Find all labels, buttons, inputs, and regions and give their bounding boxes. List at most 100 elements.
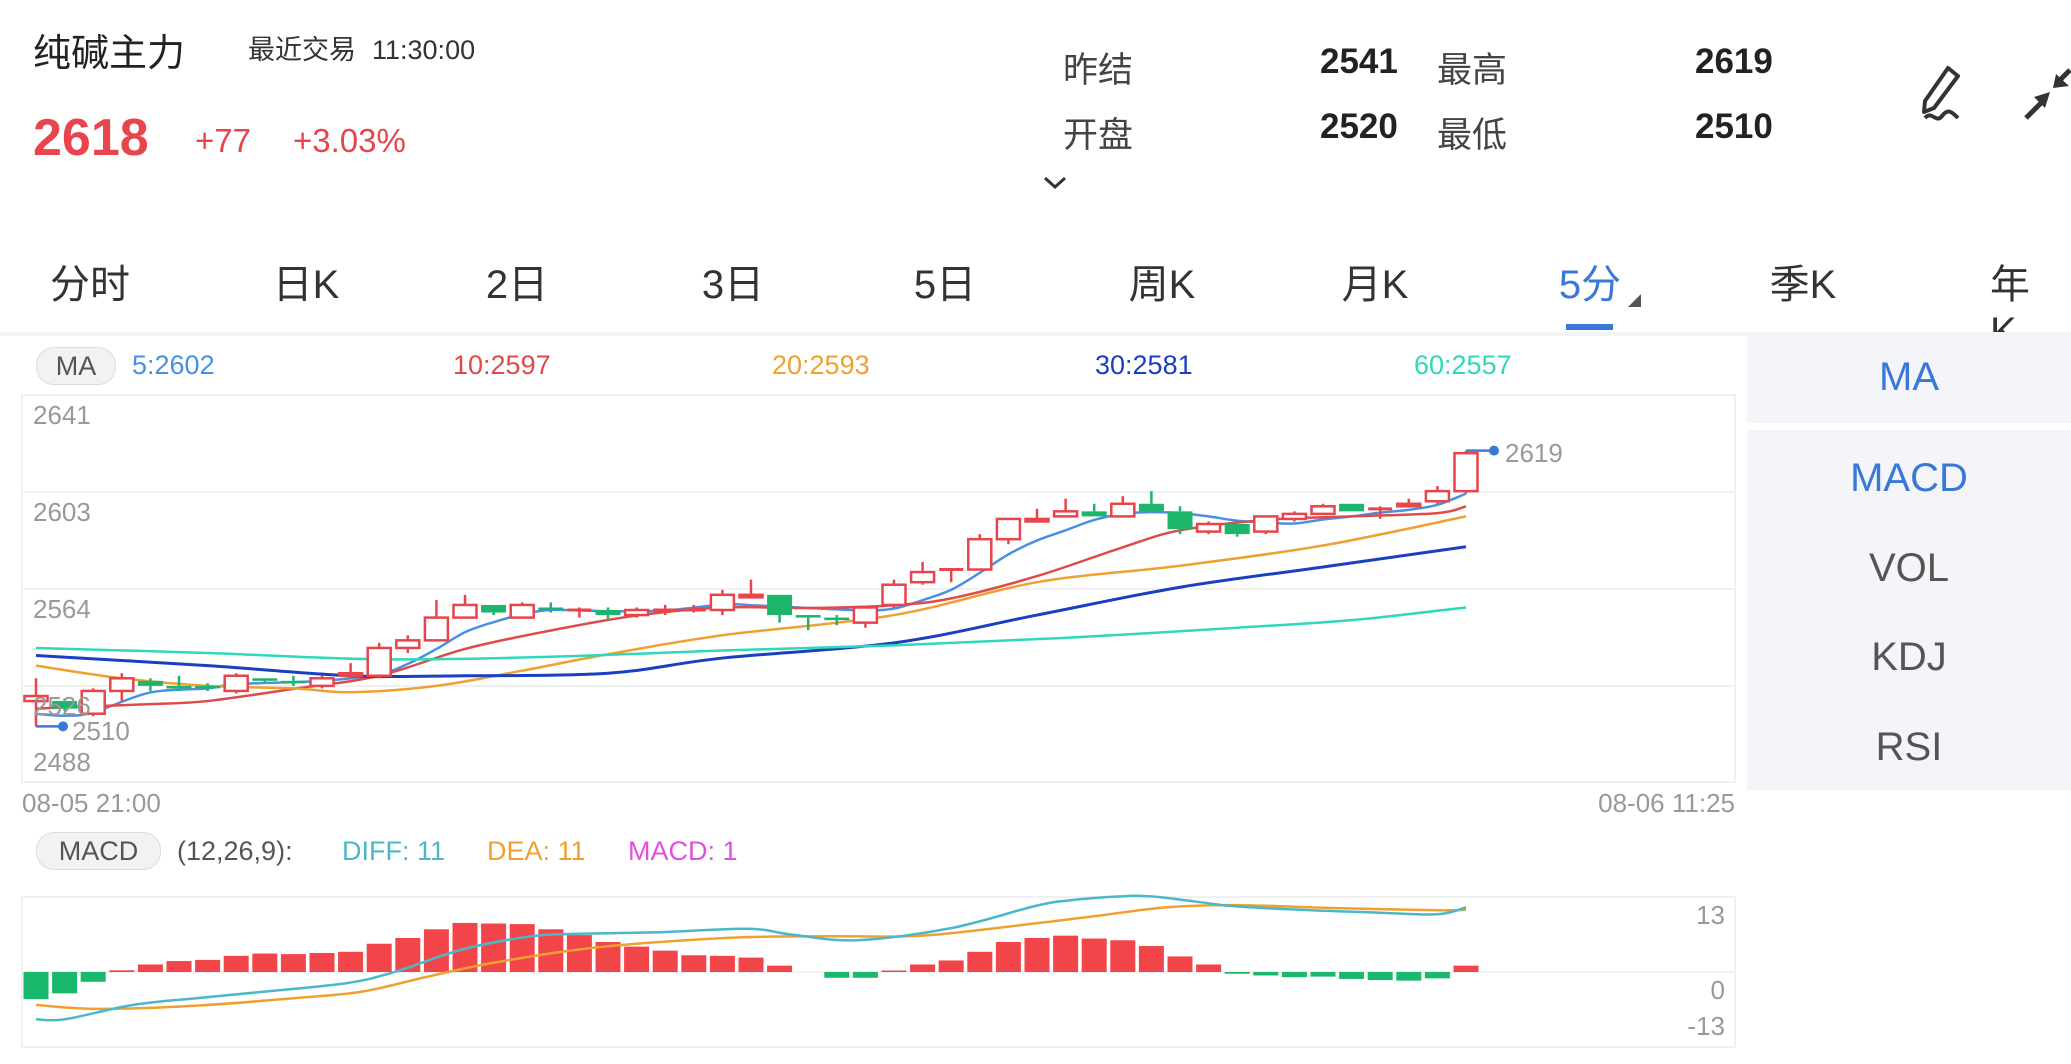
candle [109,673,135,702]
macd-bar [824,972,850,978]
tab-fenshi[interactable]: 分时 [50,263,130,307]
macd-bar [1053,935,1079,972]
pen-draw-icon[interactable] [1912,62,1976,126]
candle-body [252,678,278,681]
macd-indicator-pill[interactable]: MACD [36,832,161,870]
price-change: +77 [195,122,251,159]
macd-bar [1253,972,1279,976]
candle-body [1453,451,1479,493]
macd-bar [1196,964,1222,972]
macd-bar [1024,937,1050,972]
tab-weekly-k[interactable]: 周K [1128,263,1196,307]
side-rsi[interactable]: RSI [1875,725,1943,769]
ma-indicator-pill[interactable]: MA [36,347,116,385]
macd-bar [1281,972,1307,978]
macd-bar [1424,972,1450,979]
candle [909,561,936,585]
ma20-value: 20:2593 [772,350,870,380]
contract-title: 纯碱主力 [33,33,186,75]
candle [80,688,106,717]
candle-body [1281,512,1308,521]
candlestick-chart[interactable] [0,380,1740,790]
side-macd[interactable]: MACD [1850,456,1968,500]
macd-bar [652,950,678,972]
candle [1281,511,1308,522]
candle-body [366,646,392,678]
candle [881,579,907,608]
candle-body [767,594,793,616]
tab-monthly-k[interactable]: 月K [1341,263,1409,307]
candle [137,678,163,691]
candle-body [223,674,249,693]
candle [1052,498,1079,518]
candle-body [1110,502,1136,518]
candle-body [995,517,1022,541]
side-kdj[interactable]: KDJ [1871,635,1947,679]
side-vol[interactable]: VOL [1868,546,1950,590]
candle [395,635,421,653]
y-tick-label: 2526 [33,691,91,721]
candle [166,675,192,691]
candle [1224,524,1250,537]
candle [337,663,364,679]
candle [1253,515,1279,535]
candle [1396,498,1422,508]
candle-body [452,603,478,619]
candle [824,615,850,626]
candle [1453,450,1479,494]
dropdown-triangle-icon[interactable] [1628,294,1641,307]
candle [538,602,564,613]
candle-body [738,593,764,599]
last-trade: 最近交易 11:30:00 [248,28,491,67]
candle-body [538,607,564,610]
macd-bar [195,959,221,972]
candle-body [481,604,507,613]
candle [738,579,764,599]
candle-body [881,583,907,607]
macd-chart[interactable] [0,890,1740,1055]
side-panel-ma[interactable]: MA [1747,335,2071,423]
tab-daily-k[interactable]: 日K [272,263,340,307]
candle [481,604,507,616]
collapse-arrows-icon[interactable] [2020,64,2071,124]
candle [280,675,306,686]
candle-body [909,570,936,584]
candle-body [852,606,879,624]
tab-quarterly-k[interactable]: 季K [1769,263,1837,307]
candle [252,678,278,684]
tab-3day[interactable]: 3日 [701,263,765,307]
macd-bar [1396,972,1422,981]
candle [309,675,335,689]
x-end-label: 08-06 11:25 [1598,788,1735,818]
candle-body [423,616,450,642]
candle-body [1396,502,1422,508]
side-ma[interactable]: MA [1879,355,1939,399]
candle-body [1081,511,1107,517]
candle [423,599,450,642]
candle [1424,486,1451,504]
tab-5min[interactable]: 5分 [1558,263,1622,307]
tab-2day[interactable]: 2日 [485,263,549,307]
macd-bar [1453,965,1479,972]
side-panel-indicators: MACD VOL KDJ RSI [1747,430,2071,790]
low-value: 2510 [1695,107,1773,146]
open-label: 开盘 [1063,116,1134,155]
diff-line [35,894,1467,1022]
candle-body [1424,489,1451,503]
macd-bar [967,951,993,972]
candle-body [137,680,163,686]
macd-bar [1081,938,1107,972]
ma10-line [35,505,1467,710]
high-marker-dot [1489,445,1499,456]
candle-body [795,615,821,618]
macd-bar [910,964,936,972]
candle [967,534,993,571]
low-marker-label: 2510 [72,716,130,746]
candle-body [1167,511,1193,530]
tab-5day[interactable]: 5日 [913,263,977,307]
chevron-down-icon[interactable] [1042,174,1068,192]
price-change-percent: +3.03% [293,122,406,159]
candle [366,642,392,679]
candle [1339,503,1365,512]
candle-body [80,689,106,715]
